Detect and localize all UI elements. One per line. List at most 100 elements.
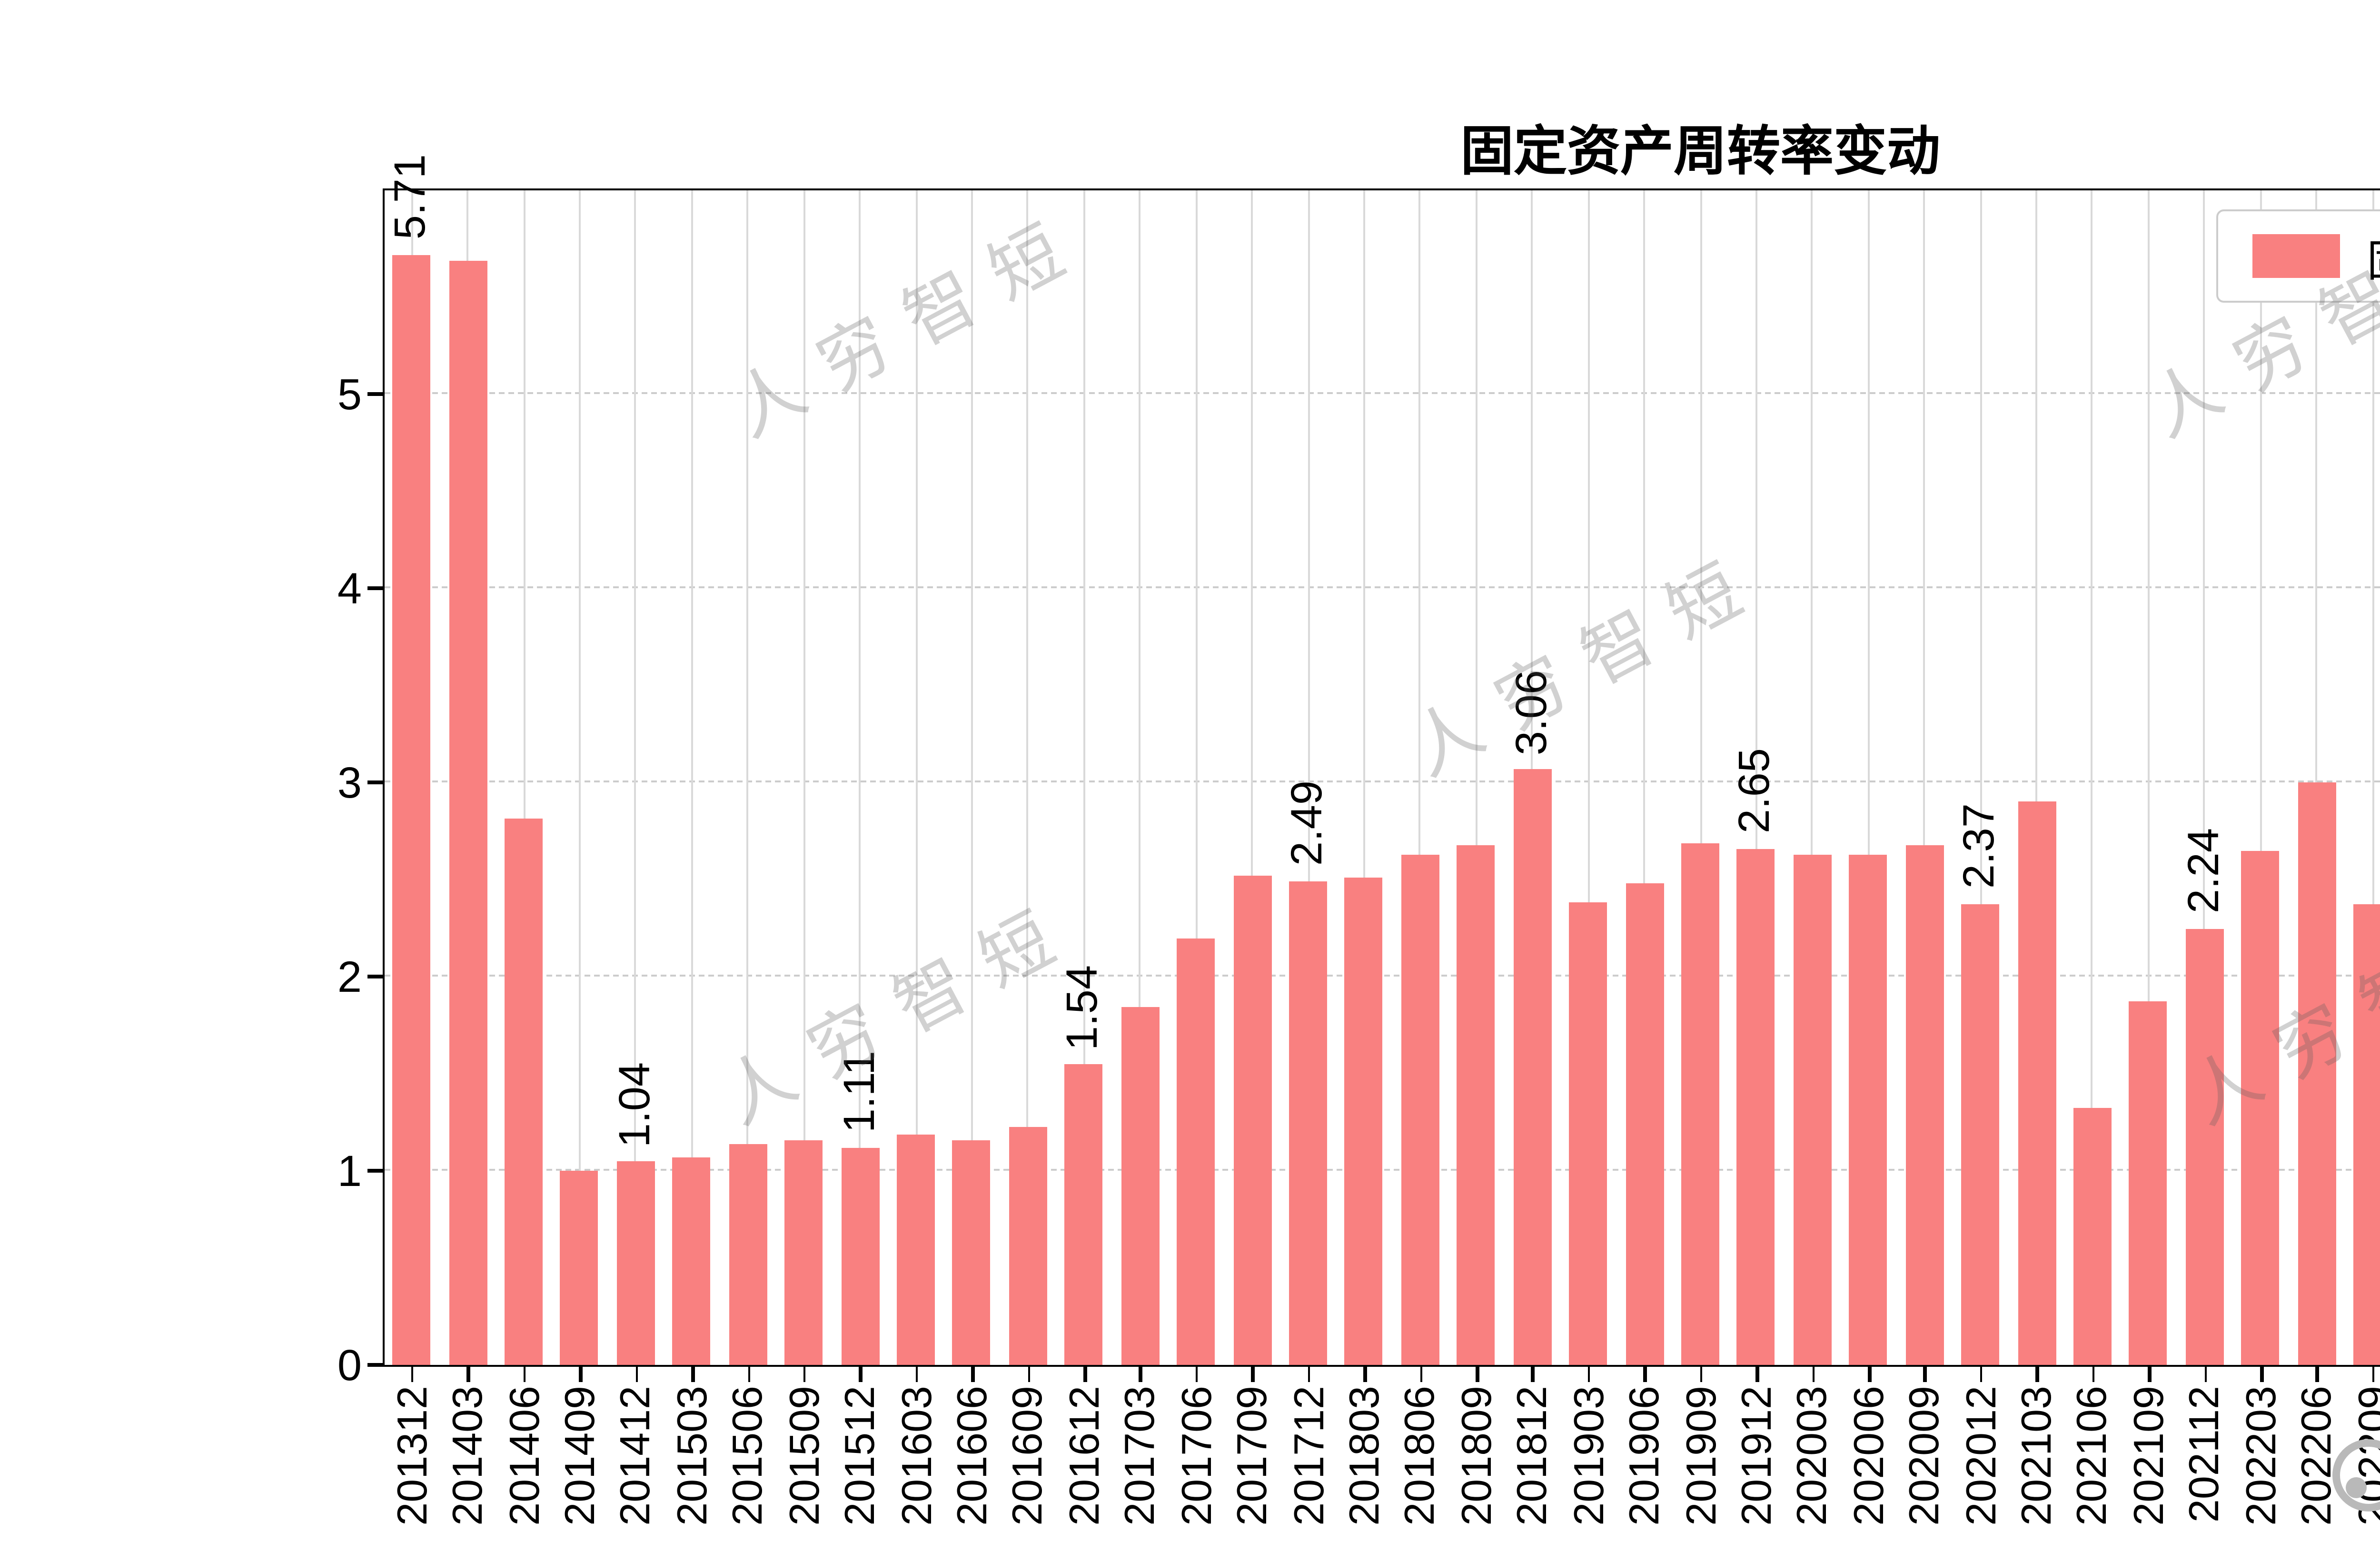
gridline-v xyxy=(1867,189,1870,1364)
bar xyxy=(1065,1065,1103,1364)
y-tick-mark xyxy=(367,587,383,590)
bar xyxy=(1793,855,1832,1364)
gridline-v xyxy=(803,189,805,1364)
gridline-v xyxy=(2147,189,2150,1364)
bar xyxy=(1345,877,1383,1364)
x-tick-mark xyxy=(859,1367,863,1382)
gridline-v xyxy=(2371,189,2374,1364)
bar xyxy=(560,1170,599,1364)
x-tick-label: 201312 xyxy=(387,1386,436,1526)
y-tick-label: 3 xyxy=(337,758,362,808)
x-tick-mark xyxy=(579,1367,582,1382)
x-tick-label: 202006 xyxy=(1844,1386,1893,1526)
bar-value-label: 2.37 xyxy=(1954,803,2003,889)
x-tick-label: 201603 xyxy=(892,1386,940,1526)
chart-title: 固定资产周转率变动 xyxy=(1460,122,1941,181)
x-tick-mark xyxy=(411,1367,414,1382)
legend-swatch xyxy=(2252,234,2340,278)
gridline-v xyxy=(2315,189,2318,1364)
x-tick-mark xyxy=(1419,1367,1423,1382)
gridline-v xyxy=(1923,189,1925,1364)
y-tick-mark xyxy=(367,1169,383,1173)
x-tick-label: 202203 xyxy=(2237,1386,2284,1526)
watermark-footer: 雪球 人穷智短 xyxy=(2332,1432,2380,1519)
bar xyxy=(1233,875,1271,1364)
x-tick-mark xyxy=(1755,1367,1759,1382)
x-tick-label: 201612 xyxy=(1060,1386,1108,1526)
x-tick-label: 201403 xyxy=(444,1386,492,1526)
x-tick-mark xyxy=(1476,1367,1479,1382)
bar xyxy=(1177,938,1215,1364)
x-tick-label: 201406 xyxy=(500,1386,548,1526)
x-tick-mark xyxy=(1700,1367,1703,1382)
gridline-v xyxy=(635,189,637,1364)
gridline-v xyxy=(915,189,917,1364)
gridline-v xyxy=(1699,189,1701,1364)
bar xyxy=(2017,801,2056,1364)
bar-value-label: 2.49 xyxy=(1281,780,1331,866)
gridline-v xyxy=(1587,189,1589,1364)
gridline-v xyxy=(1979,189,1982,1364)
bar xyxy=(448,261,487,1364)
y-tick-label: 0 xyxy=(337,1340,362,1390)
gridline-v xyxy=(1419,189,1421,1364)
x-tick-mark xyxy=(1868,1367,1871,1382)
bar xyxy=(1121,1007,1159,1364)
gridline-v xyxy=(1027,189,1029,1364)
x-tick-mark xyxy=(1531,1367,1535,1382)
x-tick-label: 201803 xyxy=(1340,1386,1388,1526)
x-tick-mark xyxy=(2316,1367,2319,1382)
y-tick-label: 5 xyxy=(337,369,362,419)
x-tick-mark xyxy=(747,1367,751,1382)
bar-value-label: 2.65 xyxy=(1729,749,1779,834)
bar-value-label: 2.24 xyxy=(2178,829,2228,914)
x-tick-label: 201512 xyxy=(836,1386,884,1526)
x-tick-mark xyxy=(915,1367,919,1382)
x-tick-mark xyxy=(2204,1367,2207,1382)
x-tick-label: 201712 xyxy=(1284,1386,1332,1526)
gridline-v xyxy=(2203,189,2206,1364)
gridline-v xyxy=(1755,189,1757,1364)
gridline-v xyxy=(2035,189,2038,1364)
gridline-v xyxy=(578,189,581,1364)
gridline-v xyxy=(747,189,749,1364)
gridline-v xyxy=(1307,189,1309,1364)
x-tick-label: 201812 xyxy=(1508,1386,1556,1526)
x-tick-mark xyxy=(2036,1367,2039,1382)
x-tick-mark xyxy=(1251,1367,1255,1382)
bar-value-label: 1.04 xyxy=(609,1061,659,1147)
gridline-v xyxy=(2260,189,2261,1364)
bar xyxy=(952,1140,991,1364)
x-tick-mark xyxy=(2092,1367,2095,1382)
y-tick-label: 1 xyxy=(337,1146,362,1196)
x-tick-label: 201709 xyxy=(1228,1386,1276,1526)
legend-label: 固定资产周转率 xyxy=(2367,224,2380,288)
gridline-v xyxy=(1363,189,1365,1364)
y-tick-mark xyxy=(367,1363,383,1366)
bar xyxy=(729,1145,767,1364)
bar xyxy=(392,255,431,1364)
plot-area: 5.711.041.111.542.493.062.652.372.241.95… xyxy=(382,155,2380,1366)
x-tick-mark xyxy=(1980,1367,1983,1382)
bar xyxy=(1009,1127,1047,1364)
x-tick-label: 202106 xyxy=(2068,1386,2116,1526)
bar xyxy=(505,818,543,1364)
bar xyxy=(841,1148,879,1364)
x-tick-mark xyxy=(1644,1367,1647,1382)
x-tick-label: 202109 xyxy=(2124,1386,2172,1526)
y-tick-mark xyxy=(367,781,383,784)
xueqiu-logo-icon xyxy=(2332,1439,2380,1511)
x-tick-mark xyxy=(1139,1367,1142,1382)
x-tick-label: 202012 xyxy=(1956,1386,2004,1526)
bar xyxy=(2297,781,2336,1364)
x-tick-label: 201906 xyxy=(1620,1386,1668,1526)
gridline-v xyxy=(691,189,693,1364)
bar xyxy=(784,1140,823,1364)
x-tick-mark xyxy=(1924,1367,1927,1382)
bar xyxy=(2073,1107,2112,1364)
bar xyxy=(2129,1001,2168,1364)
x-tick-mark xyxy=(971,1367,974,1382)
x-tick-mark xyxy=(635,1367,638,1382)
gridline-h xyxy=(384,392,2380,395)
